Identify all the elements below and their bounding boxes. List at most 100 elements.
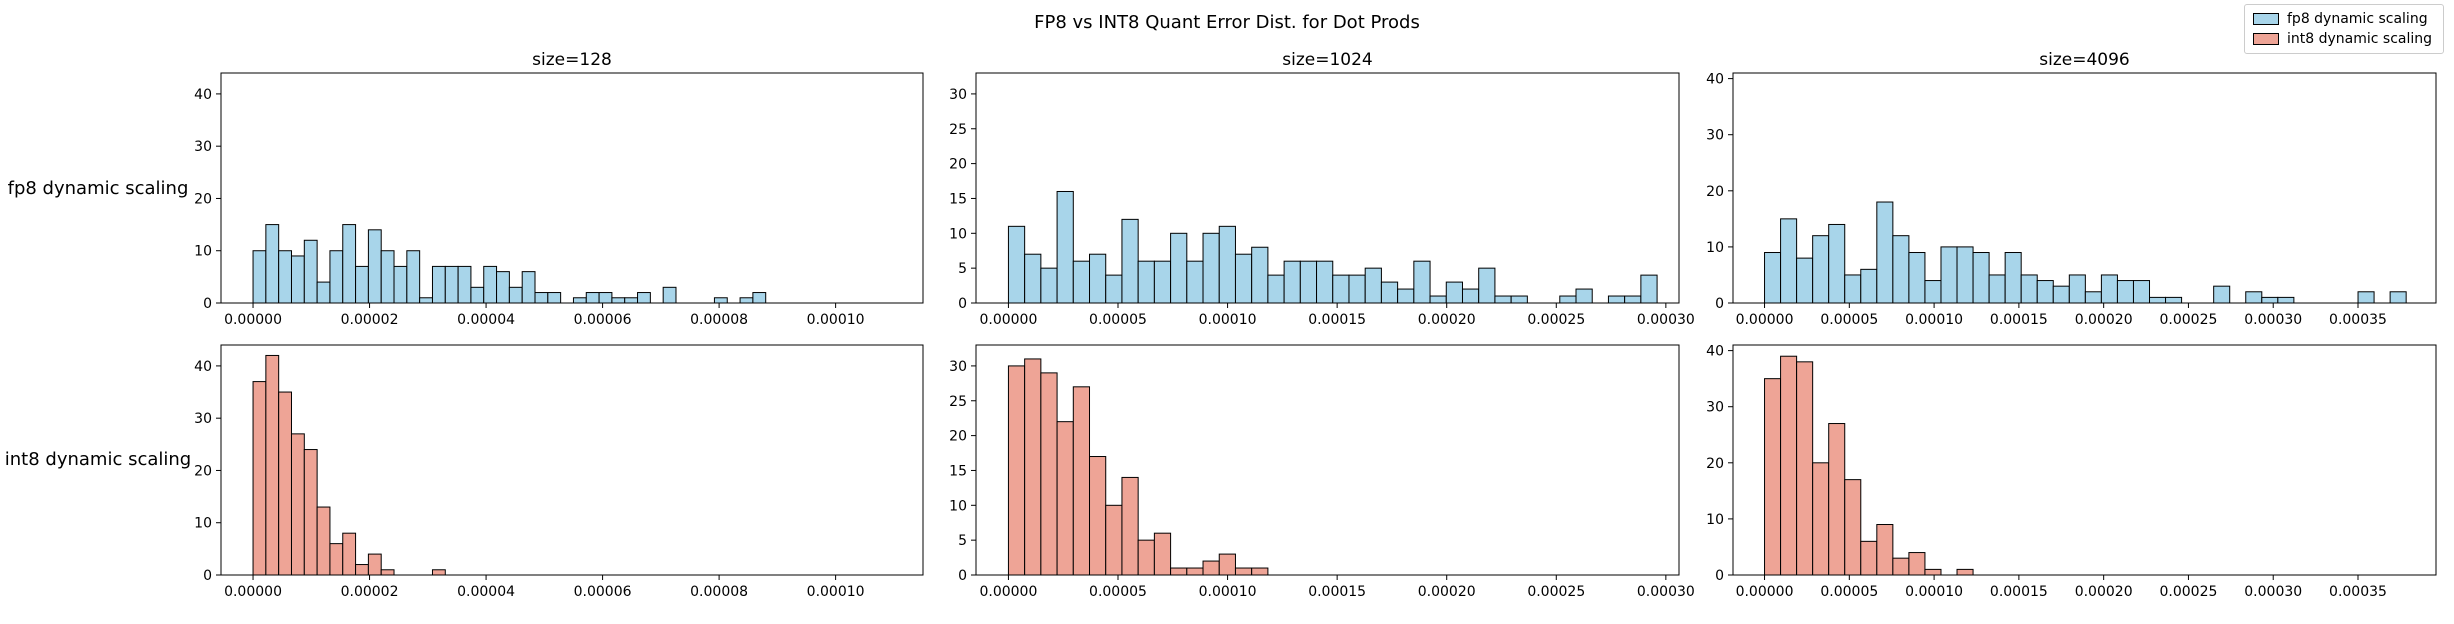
hist-bar-fp8-size-128 xyxy=(739,297,754,304)
subplot-title-size-128: size=128 xyxy=(532,50,612,70)
hist-bar-int8-size-4096 xyxy=(1764,378,1782,576)
hist-bar-int8-size-1024 xyxy=(1072,386,1091,576)
subplot-title-size-4096: size=4096 xyxy=(2039,50,2129,70)
hist-bar-fp8-size-1024 xyxy=(1202,232,1220,304)
hist-bar-fp8-size-1024 xyxy=(1121,218,1139,304)
hist-bar-fp8-size-128 xyxy=(342,224,357,304)
hist-bar-fp8-size-128 xyxy=(611,297,626,304)
hist-bar-fp8-size-128 xyxy=(521,271,536,304)
hist-bar-fp8-size-128 xyxy=(598,292,613,304)
hist-bar-fp8-size-1024 xyxy=(1445,281,1463,304)
hist-bar-fp8-size-1024 xyxy=(1316,260,1334,304)
y-tick-label-fp8-size-1024: 25 xyxy=(949,122,967,138)
legend-swatch-fp8 xyxy=(2253,13,2279,25)
hist-bar-fp8-size-4096 xyxy=(1876,201,1894,304)
hist-bar-int8-size-1024 xyxy=(1089,456,1107,576)
x-tick-label-fp8-size-4096: 0.00025 xyxy=(2159,312,2217,328)
x-tick-label-int8-size-128: 0.00002 xyxy=(341,584,399,600)
hist-bar-fp8-size-128 xyxy=(419,297,433,304)
hist-bar-int8-size-4096 xyxy=(1860,540,1878,576)
x-tick-label-int8-size-4096: 0.00005 xyxy=(1820,584,1878,600)
y-tick-label-int8-size-4096: 30 xyxy=(1706,400,1724,416)
y-tick-label-int8-size-1024: 5 xyxy=(958,533,967,549)
x-tick-label-int8-size-1024: 0.00025 xyxy=(1527,584,1585,600)
hist-bar-fp8-size-4096 xyxy=(1844,274,1862,304)
hist-bar-fp8-size-1024 xyxy=(1624,295,1642,304)
hist-bar-fp8-size-1024 xyxy=(1640,274,1658,304)
hist-bar-fp8-size-4096 xyxy=(1812,235,1830,304)
y-tick-label-int8-size-1024: 20 xyxy=(949,429,967,445)
hist-bar-fp8-size-1024 xyxy=(1559,295,1577,304)
hist-bar-int8-size-4096 xyxy=(1828,423,1846,576)
hist-bar-fp8-size-4096 xyxy=(1828,223,1846,304)
hist-bar-int8-size-128 xyxy=(342,532,357,576)
hist-bar-int8-size-1024 xyxy=(1170,567,1188,576)
hist-bar-fp8-size-1024 xyxy=(1380,281,1399,304)
hist-bar-fp8-size-4096 xyxy=(2165,296,2183,304)
hist-bar-fp8-size-128 xyxy=(534,292,549,304)
hist-bar-fp8-size-4096 xyxy=(2357,291,2375,304)
hist-bar-fp8-size-128 xyxy=(713,297,728,304)
x-tick-label-int8-size-128: 0.00000 xyxy=(224,584,282,600)
y-tick-label-int8-size-1024: 25 xyxy=(949,394,967,410)
hist-bar-fp8-size-4096 xyxy=(1860,268,1878,304)
hist-bar-int8-size-4096 xyxy=(1812,462,1830,576)
hist-bar-fp8-size-4096 xyxy=(1892,235,1910,304)
subplot-title-size-1024: size=1024 xyxy=(1282,50,1372,70)
hist-bar-fp8-size-1024 xyxy=(1397,288,1415,304)
hist-bar-fp8-size-1024 xyxy=(1153,260,1172,304)
hist-bar-fp8-size-128 xyxy=(431,265,446,304)
hist-bar-fp8-size-1024 xyxy=(1056,190,1074,304)
hist-bar-fp8-size-4096 xyxy=(2116,280,2134,304)
hist-bar-fp8-size-1024 xyxy=(1478,267,1496,304)
hist-bar-int8-size-4096 xyxy=(1780,355,1798,576)
x-tick-label-fp8-size-128: 0.00008 xyxy=(690,312,748,328)
x-tick-label-fp8-size-1024: 0.00020 xyxy=(1418,312,1476,328)
hist-bar-fp8-size-1024 xyxy=(1607,295,1626,304)
hist-bar-fp8-size-1024 xyxy=(1494,295,1512,304)
hist-bar-int8-size-128 xyxy=(329,543,344,576)
hist-bar-fp8-size-128 xyxy=(470,286,485,304)
hist-bar-int8-size-4096 xyxy=(1956,568,1974,576)
x-tick-label-fp8-size-1024: 0.00025 xyxy=(1527,312,1585,328)
legend: fp8 dynamic scaling int8 dynamic scaling xyxy=(2244,4,2444,54)
hist-bar-int8-size-4096 xyxy=(1844,479,1862,576)
hist-bar-int8-size-1024 xyxy=(1007,365,1026,576)
hist-bar-fp8-size-1024 xyxy=(1299,260,1318,304)
hist-bar-fp8-size-4096 xyxy=(2084,291,2102,304)
y-tick-label-int8-size-4096: 10 xyxy=(1706,512,1724,528)
x-tick-label-int8-size-4096: 0.00000 xyxy=(1736,584,1794,600)
legend-label-fp8: fp8 dynamic scaling xyxy=(2287,11,2428,27)
hist-bar-fp8-size-1024 xyxy=(1105,274,1123,304)
x-tick-label-int8-size-4096: 0.00010 xyxy=(1905,584,1963,600)
hist-bar-fp8-size-4096 xyxy=(2100,274,2118,304)
hist-bar-fp8-size-128 xyxy=(265,224,280,304)
hist-bar-fp8-size-128 xyxy=(752,292,767,304)
hist-bar-fp8-size-4096 xyxy=(1972,252,1990,304)
y-tick-label-fp8-size-4096: 20 xyxy=(1706,184,1724,200)
hist-bar-fp8-size-1024 xyxy=(1429,295,1447,304)
hist-bar-fp8-size-128 xyxy=(303,239,318,304)
hist-bar-fp8-size-128 xyxy=(572,297,587,304)
hist-bar-fp8-size-128 xyxy=(624,297,639,304)
hist-bar-fp8-size-128 xyxy=(483,265,498,304)
y-tick-label-int8-size-1024: 10 xyxy=(949,498,967,514)
hist-bar-fp8-size-1024 xyxy=(1024,253,1042,304)
hist-bar-int8-size-1024 xyxy=(1234,567,1253,576)
hist-bar-fp8-size-4096 xyxy=(1988,274,2006,304)
row-label-fp8: fp8 dynamic scaling xyxy=(7,178,189,199)
y-tick-label-fp8-size-4096: 10 xyxy=(1706,240,1724,256)
x-tick-label-int8-size-4096: 0.00025 xyxy=(2159,584,2217,600)
x-tick-label-fp8-size-1024: 0.00000 xyxy=(979,312,1037,328)
x-tick-label-fp8-size-4096: 0.00010 xyxy=(1905,312,1963,328)
hist-bar-fp8-size-1024 xyxy=(1234,253,1253,304)
hist-bar-int8-size-1024 xyxy=(1105,504,1123,576)
hist-bar-fp8-size-1024 xyxy=(1348,274,1366,304)
x-tick-label-fp8-size-128: 0.00002 xyxy=(341,312,399,328)
hist-bar-fp8-size-128 xyxy=(316,281,331,304)
hist-bar-fp8-size-128 xyxy=(406,250,421,304)
x-tick-label-fp8-size-4096: 0.00005 xyxy=(1820,312,1878,328)
hist-bar-fp8-size-1024 xyxy=(1170,232,1188,304)
y-tick-label-int8-size-128: 20 xyxy=(194,463,212,479)
